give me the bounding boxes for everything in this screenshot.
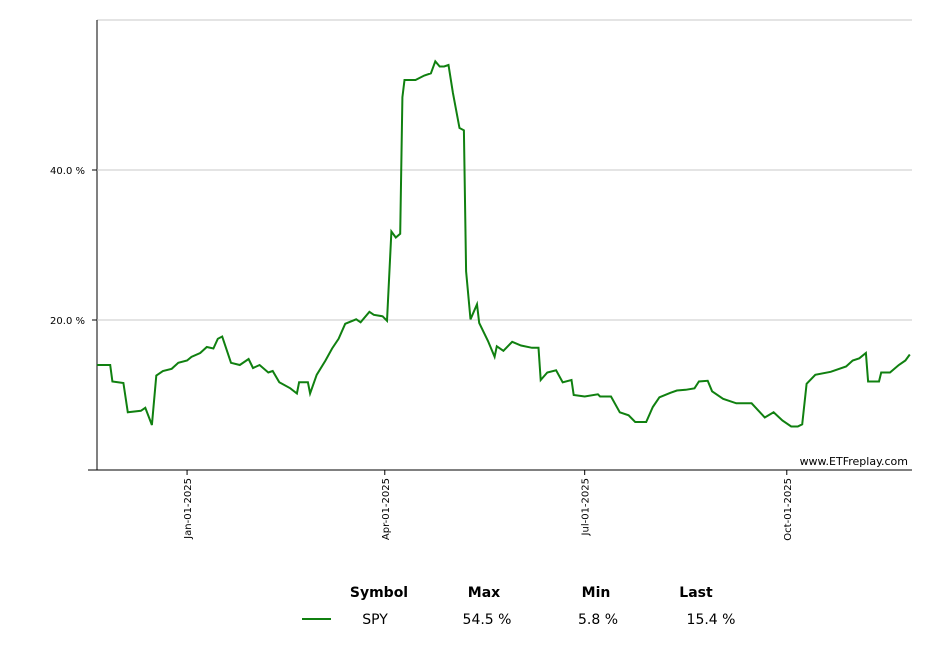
- x-tick-label: Jul-01-2025: [581, 478, 592, 536]
- summary-header: Max: [468, 585, 500, 601]
- y-tick-label: 20.0 %: [50, 316, 85, 327]
- x-tick-label: Jan-01-2025: [183, 478, 194, 540]
- watermark: www.ETFreplay.com: [800, 455, 908, 468]
- y-tick-label: 40.0 %: [50, 166, 85, 177]
- summary-value: 15.4 %: [687, 612, 736, 628]
- x-tick-label: Oct-01-2025: [783, 478, 794, 541]
- summary-header: Min: [582, 585, 611, 601]
- summary-value: 5.8 %: [578, 612, 618, 628]
- summary-value: 54.5 %: [463, 612, 512, 628]
- summary-header: Last: [679, 585, 713, 601]
- series-line: [97, 59, 911, 428]
- x-tick-label: Apr-01-2025: [381, 478, 392, 540]
- legend-label: SPY: [362, 612, 388, 628]
- summary-header: Symbol: [350, 585, 408, 601]
